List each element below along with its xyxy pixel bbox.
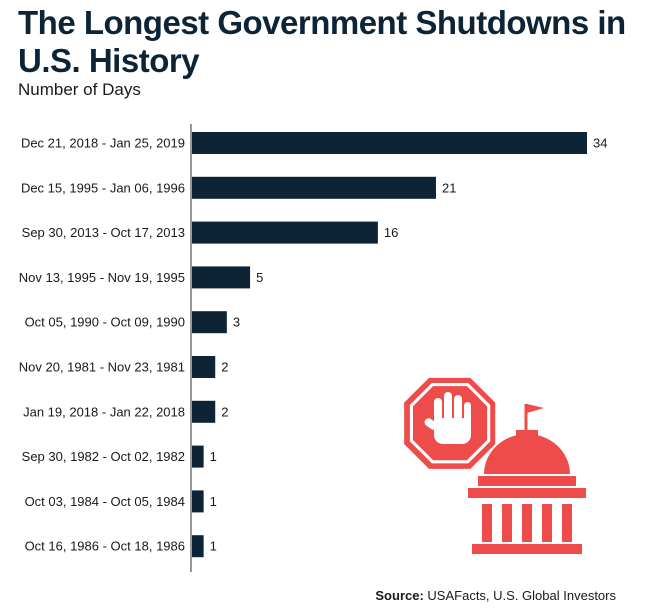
bar xyxy=(192,132,587,154)
bar xyxy=(192,490,204,513)
category-tick-label: Oct 05, 1990 - Oct 09, 1990 xyxy=(25,315,185,330)
source-note: Source: USAFacts, U.S. Global Investors xyxy=(375,588,616,603)
category-tick-label: Nov 20, 1981 - Nov 23, 1981 xyxy=(19,360,185,375)
chart-subtitle: Number of Days xyxy=(18,80,141,99)
bar-value-label: 2 xyxy=(221,404,228,419)
bar-value-label: 16 xyxy=(384,225,398,240)
bar xyxy=(192,221,378,244)
bar xyxy=(192,176,436,199)
stop-hand-sign-icon xyxy=(404,377,496,469)
bar-value-label: 3 xyxy=(233,315,240,330)
shutdown-illustration xyxy=(398,370,588,565)
category-tick-label: Sep 30, 2013 - Oct 17, 2013 xyxy=(22,225,185,240)
category-tick-label: Oct 03, 1984 - Oct 05, 1984 xyxy=(25,494,185,509)
bar xyxy=(192,535,204,558)
government-building-icon xyxy=(468,404,586,554)
bar-value-label: 1 xyxy=(210,539,217,554)
bar xyxy=(192,400,216,423)
bar xyxy=(192,311,227,334)
category-tick-label: Oct 16, 1986 - Oct 18, 1986 xyxy=(25,539,185,554)
bar-value-label: 1 xyxy=(210,449,217,464)
bar-value-label: 5 xyxy=(256,270,263,285)
chart-title: The Longest Government Shutdowns in U.S.… xyxy=(18,4,626,79)
source-label: Source: xyxy=(375,588,424,603)
bar-value-label: 2 xyxy=(221,360,228,375)
bar-value-label: 34 xyxy=(593,136,607,151)
bar xyxy=(192,356,216,378)
bar xyxy=(192,445,204,468)
category-tick-label: Dec 21, 2018 - Jan 25, 2019 xyxy=(21,136,185,151)
bar xyxy=(192,266,251,289)
category-tick-label: Nov 13, 1995 - Nov 19, 1995 xyxy=(19,270,185,285)
category-tick-label: Jan 19, 2018 - Jan 22, 2018 xyxy=(23,404,185,419)
bar-value-label: 1 xyxy=(210,494,217,509)
category-tick-label: Sep 30, 1982 - Oct 02, 1982 xyxy=(22,449,185,464)
bar-value-label: 21 xyxy=(442,180,456,195)
source-text: USAFacts, U.S. Global Investors xyxy=(427,588,616,603)
category-tick-label: Dec 15, 1995 - Jan 06, 1996 xyxy=(21,180,185,195)
